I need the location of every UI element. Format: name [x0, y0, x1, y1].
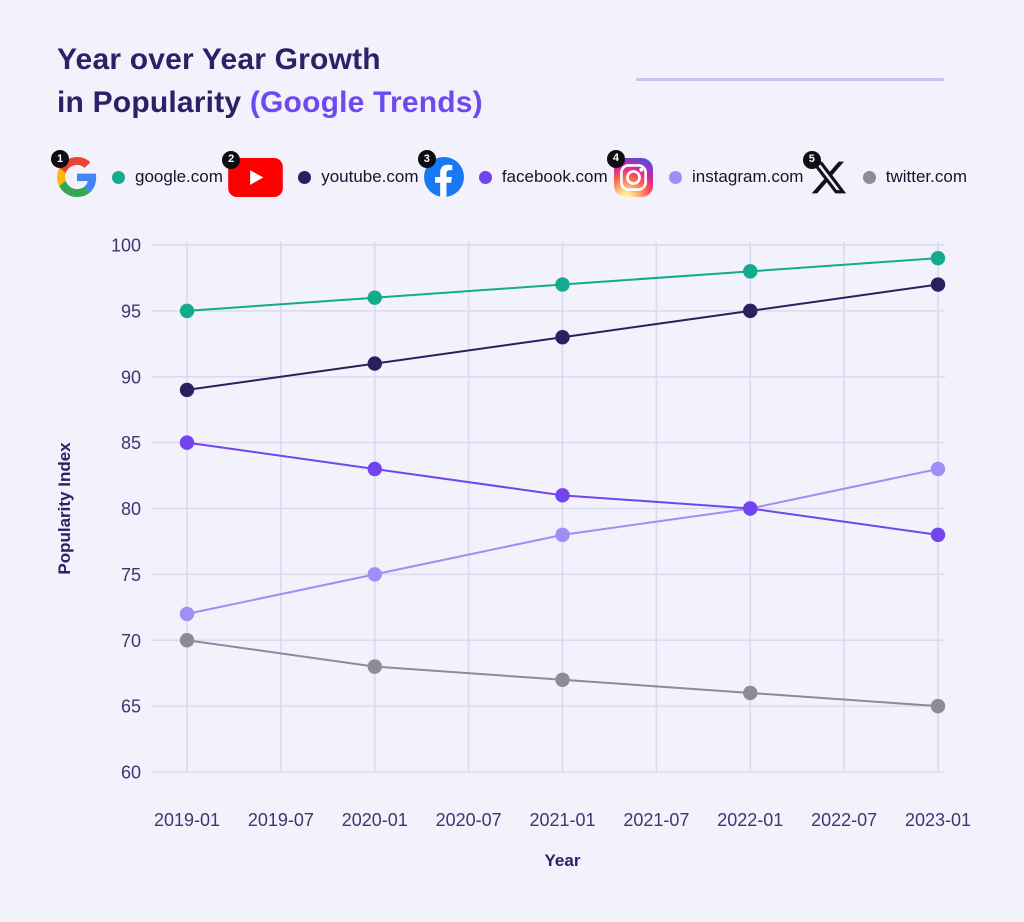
- data-point-facebook.com: [743, 501, 758, 516]
- data-point-google.com: [367, 290, 382, 305]
- data-point-google.com: [555, 277, 570, 292]
- data-point-google.com: [743, 264, 758, 279]
- legend-rank-badge: 3: [417, 150, 436, 168]
- x-tick-label: 2021-01: [529, 810, 595, 830]
- legend-label-facebook: facebook.com: [501, 167, 608, 186]
- legend-item-google: 1 google.com: [51, 150, 223, 197]
- page-title: Year over Year Growth in Popularity (Goo…: [57, 38, 483, 124]
- data-point-instagram.com: [555, 527, 570, 543]
- data-point-twitter.com: [743, 685, 758, 701]
- header-divider-line: [636, 78, 944, 81]
- data-point-twitter.com: [367, 659, 382, 674]
- y-tick-label: 65: [121, 697, 141, 717]
- legend-rank-badge: 2: [222, 150, 241, 169]
- legend-label-youtube: youtube.com: [321, 167, 419, 186]
- x-tick-label: 2019-01: [154, 810, 220, 830]
- legend-dot-facebook: [478, 170, 492, 184]
- facebook-logo-icon: 3: [417, 150, 464, 197]
- y-tick-label: 75: [121, 565, 141, 585]
- y-axis-title: Popularity Index: [55, 442, 74, 575]
- x-tick-label: 2020-01: [342, 810, 408, 830]
- legend-dot-twitter: [862, 170, 876, 184]
- x-tick-label: 2022-01: [717, 810, 783, 830]
- chart-legend: 1 google.com 2 youtube.com 3: [51, 148, 967, 206]
- page-title-line2: in Popularity (Google Trends): [57, 86, 483, 119]
- data-point-youtube.com: [179, 382, 195, 398]
- data-point-youtube.com: [930, 277, 946, 292]
- data-point-google.com: [930, 250, 946, 266]
- legend-label-google: google.com: [135, 167, 223, 186]
- legend-rank-badge: 5: [802, 150, 821, 169]
- legend-item-facebook: 3 facebook.com: [417, 150, 608, 197]
- data-point-youtube.com: [367, 356, 382, 371]
- x-tick-label: 2021-07: [623, 810, 689, 830]
- x-axis-title: Year: [545, 851, 581, 870]
- data-point-instagram.com: [930, 461, 946, 477]
- legend-item-twitter: 5 twitter.com: [802, 150, 967, 197]
- legend-item-youtube: 2 youtube.com: [222, 150, 419, 197]
- data-point-youtube.com: [743, 303, 758, 319]
- legend-dot-youtube: [298, 170, 312, 184]
- x-tick-label: 2022-07: [811, 810, 877, 830]
- y-tick-label: 70: [121, 631, 141, 651]
- data-point-twitter.com: [930, 698, 946, 714]
- legend-label-instagram: instagram.com: [691, 167, 804, 186]
- x-tick-label: 2020-07: [436, 810, 502, 830]
- legend-item-instagram: 4 instagram.com: [606, 149, 804, 198]
- legend-label-twitter: twitter.com: [885, 167, 967, 186]
- y-tick-label: 85: [121, 433, 141, 453]
- legend-rank-badge: 1: [51, 150, 69, 168]
- data-point-facebook.com: [555, 488, 570, 503]
- y-tick-label: 100: [111, 236, 141, 256]
- data-point-youtube.com: [555, 330, 570, 345]
- page-title-line1: Year over Year Growth: [57, 43, 381, 76]
- data-point-instagram.com: [367, 567, 382, 582]
- data-point-facebook.com: [179, 435, 195, 450]
- google-logo-icon: 1: [51, 150, 97, 197]
- legend-dot-google: [112, 170, 125, 184]
- x-tick-label: 2023-01: [905, 810, 971, 830]
- data-point-facebook.com: [930, 527, 946, 543]
- data-point-google.com: [179, 303, 195, 319]
- y-tick-label: 60: [121, 763, 141, 783]
- legend-rank-badge: 4: [606, 149, 625, 168]
- y-tick-label: 80: [121, 499, 141, 519]
- data-point-facebook.com: [367, 461, 382, 477]
- data-point-instagram.com: [179, 606, 195, 622]
- y-tick-label: 95: [121, 301, 141, 321]
- instagram-logo-icon: 4: [606, 149, 654, 198]
- legend-dot-instagram: [668, 170, 682, 184]
- y-tick-label: 90: [121, 367, 141, 387]
- youtube-logo-icon: 2: [222, 150, 283, 197]
- data-point-twitter.com: [179, 633, 195, 648]
- page-title-accent: (Google Trends): [249, 86, 483, 119]
- data-point-twitter.com: [555, 672, 570, 687]
- x-tick-label: 2019-07: [248, 810, 314, 830]
- x-logo-icon: 5: [802, 150, 848, 197]
